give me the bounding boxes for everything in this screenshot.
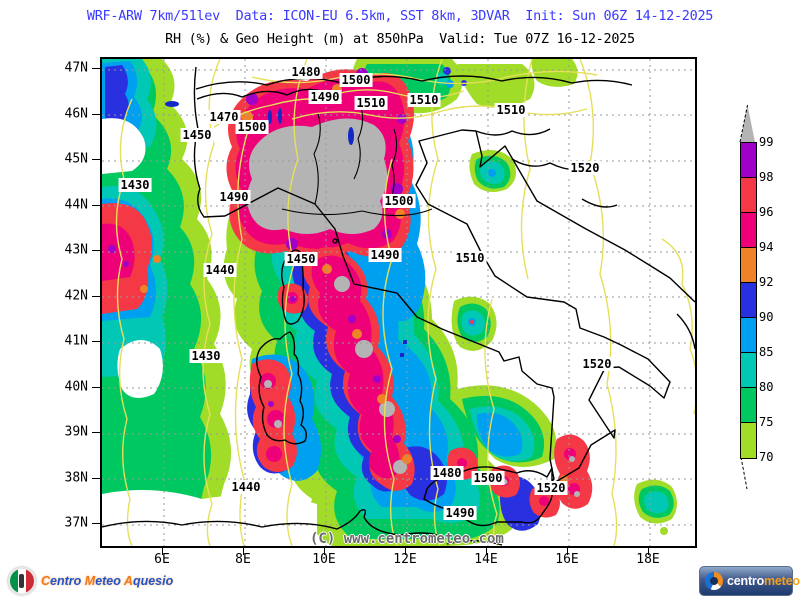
colorbar-segment <box>740 422 757 459</box>
colorbar-tick-label: 85 <box>759 345 774 359</box>
lat-tick <box>92 432 100 433</box>
italian-flag-icon <box>8 567 36 595</box>
model-run-title: WRF-ARW 7km/51lev Data: ICON-EU 6.5km, S… <box>86 8 714 24</box>
centrometeo-label: centrometeo <box>727 574 800 588</box>
colorbar-segment <box>740 212 757 248</box>
geo-height-contour-label: 1470 <box>207 110 241 124</box>
geo-height-contour-label: 1500 <box>382 194 416 208</box>
lat-tick <box>92 250 100 251</box>
centrometeo-badge: centrometeo <box>699 566 800 596</box>
colorbar-segment <box>740 142 757 178</box>
geo-height-contour-label: 1440 <box>229 480 263 494</box>
lat-tick <box>92 114 100 115</box>
lon-label: 16E <box>555 552 579 567</box>
lon-tick <box>486 548 487 555</box>
geo-height-contour-label: 1430 <box>118 178 152 192</box>
centro-meteo-aquesio-label: Centro Meteo Aquesio <box>41 574 174 588</box>
colorbar-tick-label: 96 <box>759 205 774 219</box>
lat-tick <box>92 68 100 69</box>
geo-height-contour-label: 1500 <box>471 471 505 485</box>
lat-label: 37N <box>64 515 88 531</box>
lat-label: 38N <box>64 470 88 485</box>
colorbar-segment <box>740 282 757 318</box>
lat-label: 42N <box>64 288 88 303</box>
geo-height-contour-label: 1510 <box>453 251 487 265</box>
colorbar-tick-label: 92 <box>759 275 774 289</box>
lakes-layer <box>165 101 407 357</box>
lon-tick <box>405 548 406 555</box>
geo-height-contour-label: 1520 <box>534 481 568 495</box>
geo-height-contour-label: 1500 <box>339 73 373 87</box>
centrometeo-swirl-icon <box>705 572 723 590</box>
colorbar-end-caps <box>739 104 755 490</box>
lat-label: 46N <box>64 106 88 121</box>
geo-height-contour-label: 1440 <box>203 263 237 277</box>
geo-height-contour-label: 1510 <box>494 103 528 117</box>
lon-label: 18E <box>636 552 660 567</box>
lon-label: 12E <box>393 552 417 567</box>
geo-height-contour-label: 1490 <box>308 90 342 104</box>
geo-height-contour-label: 1480 <box>289 65 323 79</box>
coastline-layer <box>102 66 695 546</box>
lat-tick <box>92 159 100 160</box>
geo-height-contour-label: 1450 <box>180 128 214 142</box>
geo-height-contour-label: 1490 <box>368 248 402 262</box>
lat-tick <box>92 387 100 388</box>
lat-tick <box>92 478 100 479</box>
lat-label: 47N <box>64 60 88 76</box>
colorbar-tick-label: 98 <box>759 170 774 184</box>
centro-meteo-aquesio-logo: Centro Meteo Aquesio <box>8 566 173 596</box>
map-watermark: (C) www.centrometeo.com <box>310 531 504 547</box>
weather-map: 1480 1500 1490 1510 1510 1510 1470 1500 1450 1430… <box>100 57 697 548</box>
geo-height-contour-label: 1430 <box>189 349 223 363</box>
colorbar-tick-label: 75 <box>759 415 774 429</box>
colorbar-segment <box>740 247 757 283</box>
lon-tick <box>243 548 244 555</box>
lat-label: 41N <box>64 333 88 349</box>
colorbar-tick-label: 70 <box>759 450 774 464</box>
lat-tick <box>92 296 100 297</box>
colorbar-tick-label: 90 <box>759 310 774 324</box>
colorbar-tick-label: 80 <box>759 380 774 394</box>
lon-label: 8E <box>235 552 251 567</box>
lat-label: 40N <box>64 379 88 394</box>
geo-height-contour-label: 1490 <box>443 506 477 520</box>
lon-label: 6E <box>154 552 170 567</box>
lon-tick <box>162 548 163 555</box>
lat-label: 44N <box>64 197 88 212</box>
colorbar-tick-label: 99 <box>759 135 774 149</box>
geo-height-contour-label: 1490 <box>217 190 251 204</box>
lon-tick <box>324 548 325 555</box>
lat-tick <box>92 205 100 206</box>
geo-height-contour-label: 1510 <box>354 96 388 110</box>
geo-height-contour-label: 1450 <box>284 252 318 266</box>
colorbar-segment <box>740 317 757 353</box>
lat-tick <box>92 523 100 524</box>
geo-height-contour-label: 1480 <box>430 466 464 480</box>
geo-height-contour-label: 1510 <box>407 93 441 107</box>
geo-height-contour-label: 1520 <box>580 357 614 371</box>
colorbar-segment <box>740 352 757 388</box>
colorbar-tick-label: 94 <box>759 240 774 254</box>
geo-height-contour-label: 1500 <box>235 120 269 134</box>
geo-height-contour-label: 1520 <box>568 161 602 175</box>
lon-label: 14E <box>474 552 498 567</box>
colorbar-segment <box>740 387 757 423</box>
colorbar-segment <box>740 177 757 213</box>
lat-label: 45N <box>64 151 88 167</box>
field-valid-title: RH (%) & Geo Height (m) at 850hPa Valid:… <box>165 31 635 47</box>
lat-tick <box>92 341 100 342</box>
lat-label: 43N <box>64 242 88 258</box>
lat-label: 39N <box>64 424 88 440</box>
lon-tick <box>648 548 649 555</box>
lon-label: 10E <box>312 552 336 567</box>
lon-tick <box>567 548 568 555</box>
